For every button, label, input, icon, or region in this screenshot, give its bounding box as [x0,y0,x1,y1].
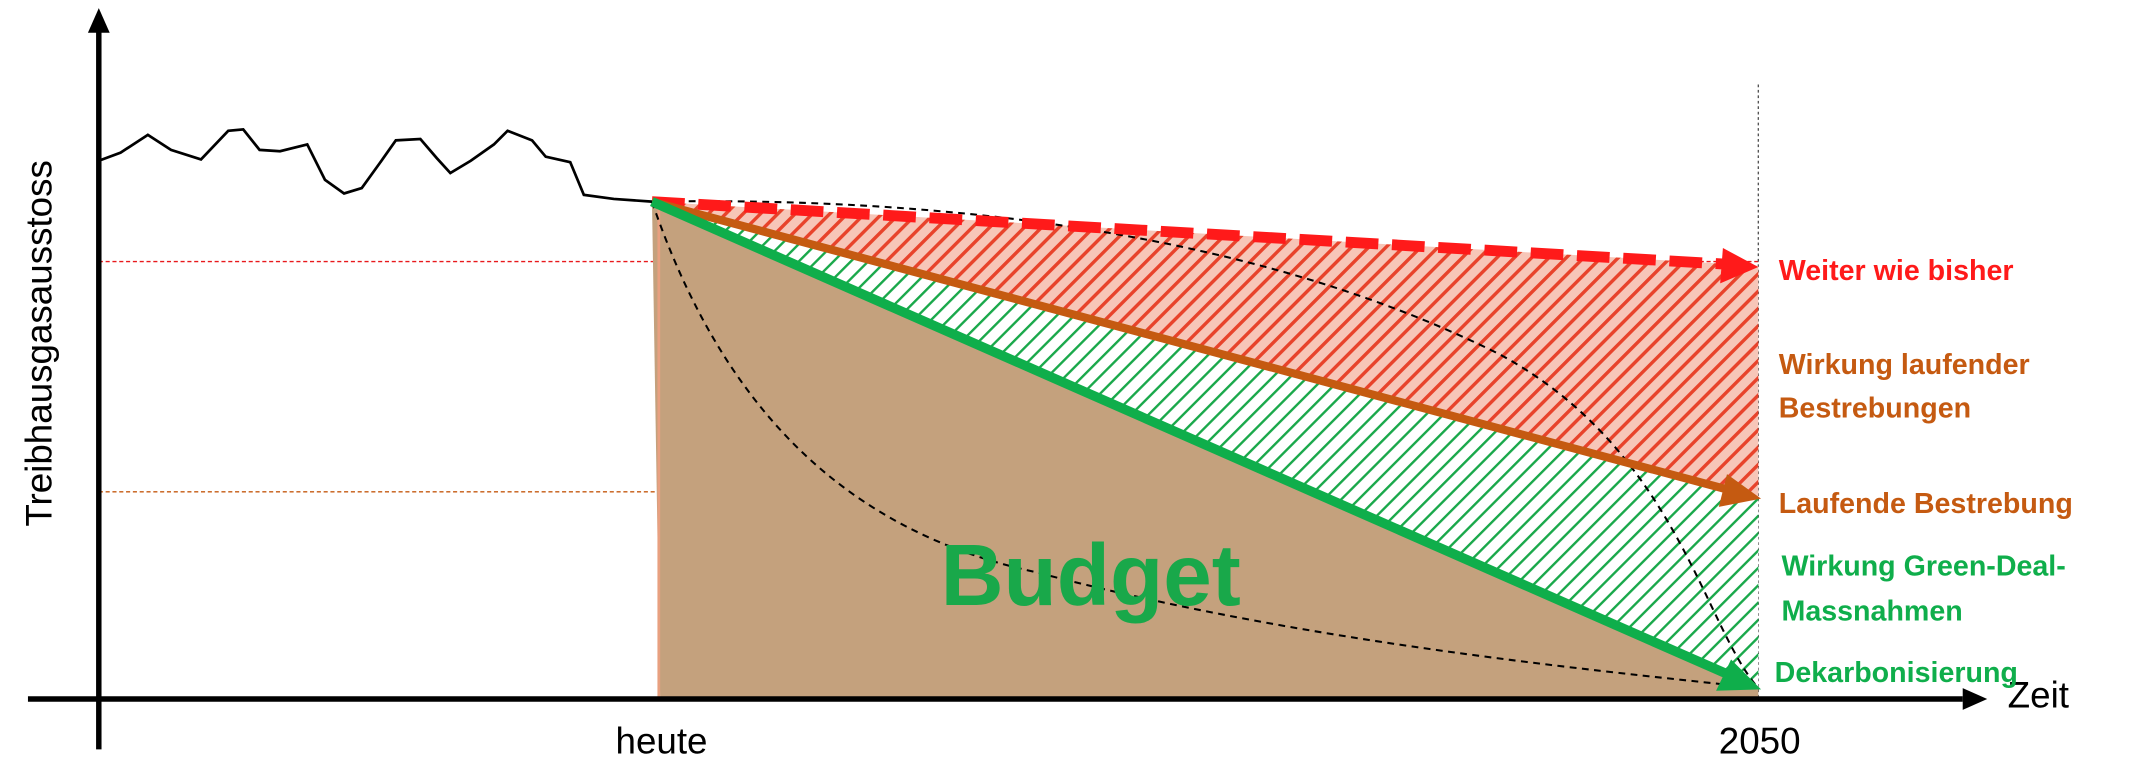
history-line [98,128,653,204]
y-axis-label: Treibhausgasausstoss [18,160,59,527]
scenario-label: Massnahmen [1781,596,1962,628]
curve [651,200,1760,689]
arrow-head [1718,474,1762,507]
current-line [650,197,1733,495]
arrow-head [1716,659,1762,691]
scenario-label: Wirkung Green-Deal- [1781,551,2065,583]
arrow-head [87,8,110,33]
scenario-label: Bestrebungen [1779,393,1971,425]
budget-label: Budget [941,527,1241,624]
scenario-label: Wirkung laufender [1779,349,2030,381]
green-line [650,197,1733,681]
scenario-label: Dekarbonisierung [1775,657,2018,689]
x-axis-label: Zeit [2008,674,2069,715]
arrow-head [1720,247,1759,284]
scenario-label: Laufende Bestrebung [1779,488,2073,520]
x-tick-label: heute [616,721,708,762]
arrow-head [1962,688,1988,710]
scenario-label: Weiter wie bisher [1779,255,2014,287]
x-tick-label: 2050 [1719,721,1801,762]
bau-line [651,196,1729,270]
